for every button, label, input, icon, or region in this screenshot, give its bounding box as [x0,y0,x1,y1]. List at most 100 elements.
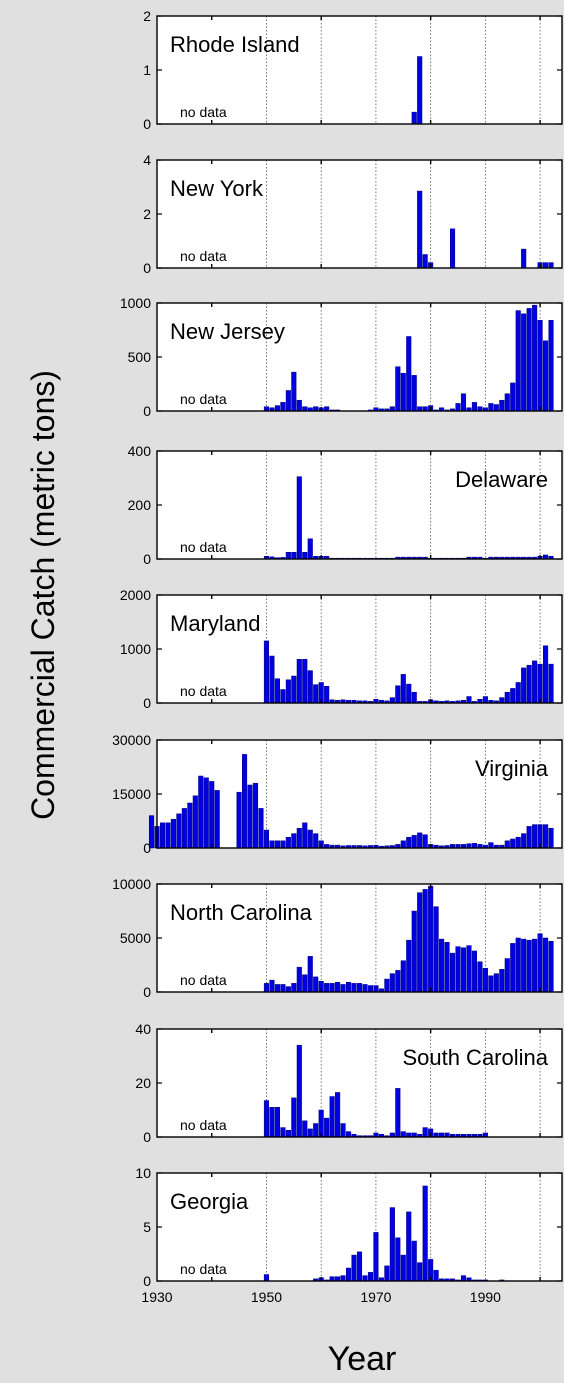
bar [209,781,215,849]
panel-title: Georgia [170,1189,249,1214]
bar [389,697,395,704]
bar [307,829,313,849]
panel-maryland: 0 1000 2000 Maryland no data [120,587,563,711]
bar [362,1275,368,1282]
bar [242,754,248,849]
x-axis-ticks: 1930 1950 1970 1990 [141,1289,501,1305]
bar [411,910,417,993]
bar [537,663,543,704]
no-data-label: no data [180,1261,227,1277]
bar [543,824,549,849]
panel-background [157,303,562,411]
no-data-label: no data [180,104,227,120]
y-tick-label: 400 [128,443,152,459]
bar [296,476,302,560]
bar [537,320,543,412]
bar [460,1275,467,1282]
bar [181,808,187,849]
bar [488,842,494,849]
y-tick-label: 10000 [112,876,151,892]
bar [187,802,193,849]
bar [433,906,439,993]
bar [455,946,461,993]
y-tick-label: 20 [135,1075,151,1091]
bar [411,1240,417,1282]
no-data-label: no data [180,248,227,264]
bar [422,834,428,849]
bar [307,956,313,993]
y-tick-label: 0 [143,1129,151,1145]
bar [526,826,532,849]
bar [291,1097,297,1138]
bar [515,310,521,412]
bar [411,835,417,849]
bar [548,827,554,849]
panel-georgia: 0 5 10 Georgia no data [135,1165,563,1289]
bar [280,984,286,993]
bar [313,833,319,849]
bar [351,1254,357,1282]
bar [389,1207,395,1282]
panel-south-carolina: 0 20 40 South Carolina no data [135,1021,563,1145]
bar [296,399,302,412]
bar [192,795,198,849]
panel-delaware: 0 200 400 Delaware no data [128,443,563,567]
bar [548,262,554,269]
bar [285,1130,291,1138]
bar [203,777,209,849]
y-tick-label: 0 [143,551,151,567]
bar [400,960,406,993]
bar [340,1123,346,1138]
bar [274,678,280,704]
bar [422,1127,428,1138]
bar [499,969,505,993]
bar [510,688,516,704]
panel-title: Virginia [475,756,549,781]
bar [296,1044,302,1138]
bar [526,308,532,412]
bar [417,1262,423,1282]
bar [291,833,297,849]
bar [439,938,445,993]
bar [406,683,412,704]
panel-title: Rhode Island [170,32,300,57]
bar [285,986,291,993]
bar [247,784,253,849]
bar [548,663,554,704]
bar [411,691,417,704]
bar [449,952,456,993]
y-tick-label: 40 [135,1021,151,1037]
bar [307,1128,313,1138]
bar [395,1237,401,1282]
bar [263,829,270,849]
bar [335,1092,341,1138]
bar [335,982,341,993]
bar [471,843,477,849]
bar [324,686,330,704]
bar [521,938,527,993]
bar [395,1088,401,1138]
bar [406,1211,412,1282]
x-tick-label: 1930 [141,1289,172,1305]
y-tick-label: 0 [143,695,151,711]
bar [318,1109,324,1138]
bar [543,937,549,993]
bar [329,983,335,993]
bar [504,958,510,993]
bar [521,667,527,704]
bar [269,1107,275,1138]
bar [285,679,291,704]
x-axis-label: Year [328,1340,397,1378]
bar [406,836,412,849]
bar [346,1267,352,1282]
bar [488,403,494,412]
bar [482,967,488,993]
bar [296,659,302,704]
bar [302,974,308,993]
y-tick-label: 1000 [120,295,151,311]
y-tick-label: 0 [143,840,151,856]
bar [400,1131,406,1138]
y-tick-label: 200 [128,497,152,513]
bar [400,840,406,849]
bar [148,815,155,849]
